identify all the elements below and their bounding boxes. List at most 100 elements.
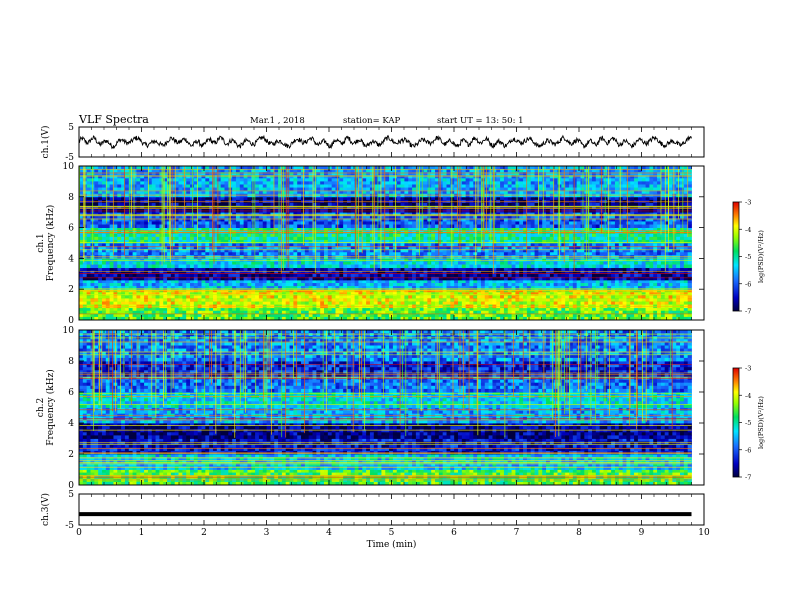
spectrogram-cell bbox=[101, 212, 107, 216]
spectrogram-cell bbox=[232, 295, 237, 299]
spectrogram-cell bbox=[591, 310, 597, 315]
spectrogram-cell bbox=[622, 279, 627, 284]
spectrogram-cell bbox=[450, 301, 455, 305]
spectrogram-cell bbox=[672, 295, 677, 299]
spectrogram-cell bbox=[442, 279, 447, 284]
spectrogram-cell bbox=[312, 227, 317, 232]
spectrogram-cell bbox=[385, 264, 390, 269]
spectrogram-cell bbox=[369, 316, 375, 321]
spectrogram-cell bbox=[339, 310, 344, 315]
spectrogram-cell bbox=[159, 295, 164, 299]
spectrogram-cell bbox=[626, 246, 631, 250]
spectrogram-cell bbox=[507, 227, 512, 232]
spectrogram-cell bbox=[281, 313, 287, 318]
spectrogram-cell bbox=[90, 264, 95, 269]
spectrogram-cell bbox=[614, 295, 620, 299]
spectrogram-cell bbox=[415, 243, 421, 247]
spectrogram-cell bbox=[595, 310, 601, 315]
spectrogram-cell bbox=[113, 267, 118, 272]
spectrogram-cell bbox=[614, 270, 620, 275]
spectrogram-cell bbox=[136, 273, 141, 278]
spectrogram-cell bbox=[289, 236, 294, 241]
spectrogram-cell bbox=[101, 276, 107, 281]
spectrogram-cell bbox=[595, 283, 601, 287]
spectrogram-cell bbox=[293, 246, 298, 250]
spectrogram-cell bbox=[239, 239, 245, 244]
spectrogram-cell bbox=[377, 279, 382, 284]
spectrogram-cell bbox=[687, 239, 692, 244]
spectrogram-cell bbox=[412, 252, 417, 256]
spectrogram-cell bbox=[515, 227, 520, 232]
spectrogram-cell bbox=[262, 310, 267, 315]
spectrogram-cell bbox=[392, 252, 398, 256]
spectrogram-cell bbox=[469, 270, 474, 275]
spectrogram-cell bbox=[163, 264, 168, 269]
spectrogram-cell bbox=[274, 255, 279, 259]
spectrogram-cell bbox=[454, 313, 459, 318]
spectrogram-cell bbox=[247, 246, 252, 250]
spectrogram-cell bbox=[289, 286, 294, 290]
spectrogram-cell bbox=[377, 239, 382, 244]
spectrogram-cell bbox=[542, 236, 547, 241]
spectrogram-cell bbox=[492, 264, 497, 269]
spectrogram-cell bbox=[159, 267, 164, 272]
spectrogram-cell bbox=[484, 273, 490, 278]
spectrogram-cell bbox=[645, 286, 650, 290]
spectrogram-cell bbox=[278, 255, 283, 259]
spectrogram-cell bbox=[523, 261, 528, 265]
spectrogram-cell bbox=[366, 243, 371, 247]
spectrogram-cell bbox=[258, 255, 264, 259]
spectrogram-cell bbox=[312, 283, 317, 287]
spectrogram-cell bbox=[595, 233, 601, 238]
spectrogram-cell bbox=[209, 252, 214, 256]
spectrogram-cell bbox=[258, 243, 264, 247]
spectrogram-cell bbox=[442, 307, 447, 312]
spectrogram-cell bbox=[243, 252, 248, 256]
spectrogram-cell bbox=[572, 283, 578, 287]
spectrogram-cell bbox=[320, 267, 325, 272]
spectrogram-cell bbox=[672, 279, 677, 284]
spectrogram-cell bbox=[377, 252, 382, 256]
spectrogram-cell bbox=[308, 227, 313, 232]
spectrogram-cell bbox=[584, 279, 589, 284]
spectrogram-cell bbox=[301, 276, 306, 281]
spectrogram-cell bbox=[159, 246, 164, 250]
spectrogram-cell bbox=[140, 227, 145, 232]
spectrogram-cell bbox=[312, 255, 317, 259]
spectrogram-cell bbox=[270, 295, 275, 299]
spectrogram-cell bbox=[611, 243, 616, 247]
spectrogram-cell bbox=[320, 239, 325, 244]
spectrogram-cell bbox=[197, 264, 202, 269]
spectrogram-cell bbox=[595, 261, 601, 265]
spectrogram-cell bbox=[312, 233, 317, 238]
spectrogram-cell bbox=[611, 273, 616, 278]
spectrogram-cell bbox=[270, 264, 275, 269]
spectrogram-cell bbox=[369, 283, 375, 287]
spectrogram-cell bbox=[461, 236, 467, 241]
spectrogram-cell bbox=[546, 243, 551, 247]
spectrogram-cell bbox=[427, 301, 432, 305]
spectrogram-cell bbox=[404, 267, 409, 272]
spectrogram-cell bbox=[611, 295, 616, 299]
spectrogram-cell bbox=[362, 295, 367, 299]
spectrogram-cell bbox=[396, 243, 401, 247]
spectrogram-cell bbox=[687, 307, 692, 312]
spectrogram-cell bbox=[167, 279, 172, 284]
spectrogram-cell bbox=[572, 236, 578, 241]
spectrogram-cell bbox=[653, 286, 658, 290]
spectrogram-cell bbox=[155, 264, 160, 269]
spectrogram-cell bbox=[155, 261, 160, 265]
spectrogram-cell bbox=[637, 255, 643, 259]
spectrogram-cell bbox=[235, 264, 241, 269]
spectrogram-cell bbox=[190, 255, 195, 259]
spectrogram-cell bbox=[346, 310, 352, 315]
spectrogram-cell bbox=[534, 301, 539, 305]
spectrogram-cell bbox=[147, 286, 153, 290]
spectrogram-cell bbox=[186, 316, 191, 321]
spectrogram-cell bbox=[178, 270, 183, 275]
spectrogram-cell bbox=[415, 273, 421, 278]
spectrogram-cell bbox=[182, 246, 187, 250]
spectrogram-cell bbox=[324, 273, 329, 278]
spectrogram-cell bbox=[680, 264, 685, 269]
spectrogram-cell bbox=[611, 276, 616, 281]
